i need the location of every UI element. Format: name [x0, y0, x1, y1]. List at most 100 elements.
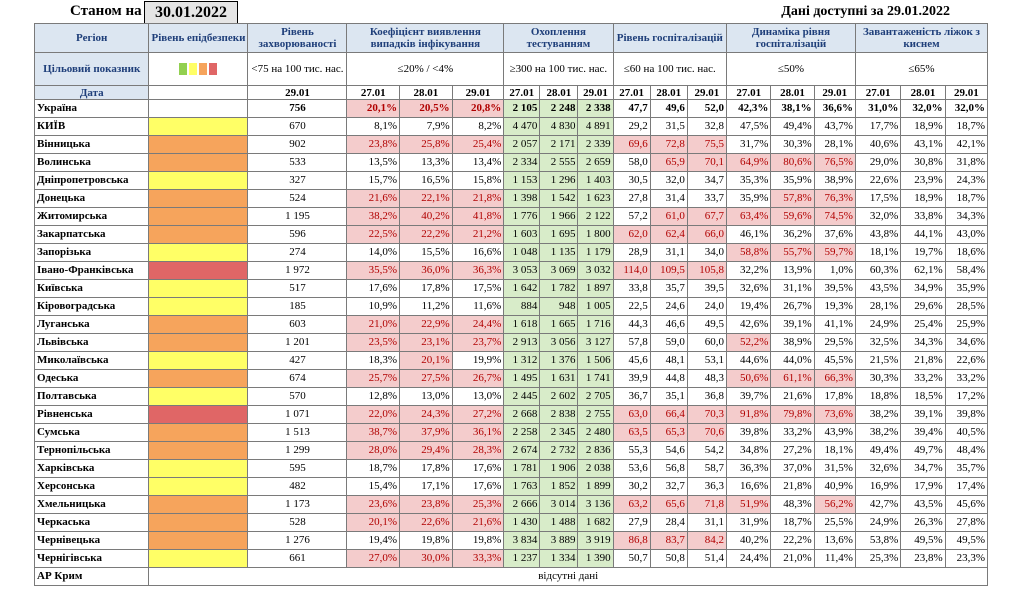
positivity-value: 23,8%	[346, 135, 401, 154]
incidence-value: 570	[247, 387, 348, 406]
hospitalization-value: 59,0	[649, 333, 688, 352]
hosp-dynamics-value: 41,1%	[813, 315, 856, 334]
positivity-value: 11,2%	[399, 297, 453, 316]
hospitalization-value: 36,3	[686, 477, 728, 496]
hosp-dynamics-value: 45,5%	[813, 351, 856, 370]
hospitalization-value: 66,4	[649, 405, 688, 424]
target-hosp-dynamics: ≤50%	[726, 52, 856, 86]
epid-level-cell	[148, 477, 249, 496]
testing-value: 1 376	[539, 351, 579, 370]
oxygen-beds-value: 27,8%	[944, 513, 989, 532]
oxygen-beds-value: 58,4%	[944, 261, 989, 280]
positivity-value: 41,8%	[451, 207, 505, 226]
positivity-value: 26,7%	[451, 369, 505, 388]
oxygen-beds-value: 34,9%	[900, 279, 946, 298]
oxygen-beds-value: 34,3%	[900, 333, 946, 352]
testing-value: 3 053	[503, 261, 541, 280]
epid-level-cell	[148, 315, 249, 334]
region-name: Закарпатська	[33, 225, 150, 244]
table-row: Тернопільська 1 299 28,0% 29,4% 28,3% 2 674 2 …	[33, 441, 989, 460]
positivity-value: 16,5%	[399, 171, 453, 190]
positivity-value: 27,0%	[346, 549, 401, 568]
hospitalization-value: 36,7	[612, 387, 651, 406]
positivity-value: 11,6%	[451, 297, 505, 316]
hospitalization-value: 31,5	[649, 117, 688, 136]
epid-level-cell	[148, 243, 249, 262]
date-header: 28.01	[900, 85, 946, 100]
hosp-dynamics-value: 30,3%	[770, 135, 815, 154]
epid-level-cell	[148, 351, 249, 370]
hosp-dynamics-value: 18,1%	[813, 441, 856, 460]
positivity-value: 27,2%	[451, 405, 505, 424]
oxygen-beds-value: 21,5%	[854, 351, 902, 370]
oxygen-beds-value: 18,7%	[944, 189, 989, 208]
hosp-dynamics-value: 39,1%	[770, 315, 815, 334]
table-row: Дніпропетровська 327 15,7% 16,5% 15,8% 1 153 1…	[33, 171, 989, 190]
testing-value: 1 048	[503, 243, 541, 262]
oxygen-beds-value: 33,2%	[900, 369, 946, 388]
oxygen-beds-value: 34,7%	[900, 459, 946, 478]
date-row-label: Дата	[33, 85, 150, 100]
hospitalization-value: 53,6	[612, 459, 651, 478]
epid-level-legend	[148, 52, 249, 86]
hosp-dynamics-value: 13,6%	[813, 531, 856, 550]
oxygen-beds-value: 32,5%	[854, 333, 902, 352]
hospitalization-value: 46,6	[649, 315, 688, 334]
epid-level-cell	[148, 549, 249, 568]
positivity-value: 20,1%	[346, 99, 401, 118]
oxygen-beds-value: 18,9%	[900, 117, 946, 136]
incidence-value: 482	[247, 477, 348, 496]
as-of-label: Станом на	[70, 3, 142, 19]
testing-value: 3 069	[539, 261, 579, 280]
hosp-dynamics-value: 19,4%	[726, 297, 772, 316]
testing-value: 1 906	[539, 459, 579, 478]
oxygen-beds-value: 49,4%	[854, 441, 902, 460]
positivity-value: 23,1%	[399, 333, 453, 352]
table-row: Житомирська 1 195 38,2% 40,2% 41,8% 1 776 1 96…	[33, 207, 989, 226]
hosp-dynamics-value: 42,6%	[726, 315, 772, 334]
hospitalization-value: 65,3	[649, 423, 688, 442]
positivity-value: 22,5%	[346, 225, 401, 244]
hospitalization-value: 65,9	[649, 153, 688, 172]
hosp-dynamics-value: 38,1%	[770, 99, 815, 118]
incidence-value: 902	[247, 135, 348, 154]
oxygen-beds-value: 38,2%	[854, 423, 902, 442]
positivity-value: 20,1%	[399, 351, 453, 370]
table-row: Кіровоградська 185 10,9% 11,2% 11,6% 884 948 1 …	[33, 297, 989, 316]
incidence-value: 596	[247, 225, 348, 244]
oxygen-beds-value: 53,8%	[854, 531, 902, 550]
region-name: Чернігівська	[33, 549, 150, 568]
col-header-region: Регіон	[33, 23, 150, 53]
oxygen-beds-value: 18,1%	[854, 243, 902, 262]
positivity-value: 22,9%	[399, 315, 453, 334]
epid-level-cell	[148, 297, 249, 316]
incidence-value: 1 195	[247, 207, 348, 226]
date-header: 27.01	[503, 85, 541, 100]
testing-value: 1 642	[503, 279, 541, 298]
positivity-value: 19,9%	[451, 351, 505, 370]
table-row: Україна 756 20,1% 20,5% 20,8% 2 105 2 248 2 338…	[33, 99, 989, 118]
oxygen-beds-value: 18,9%	[900, 189, 946, 208]
hosp-dynamics-value: 42,3%	[726, 99, 772, 118]
hospitalization-value: 75,5	[686, 135, 728, 154]
hospitalization-value: 70,6	[686, 423, 728, 442]
positivity-value: 25,8%	[399, 135, 453, 154]
positivity-value: 36,1%	[451, 423, 505, 442]
oxygen-beds-value: 18,6%	[944, 243, 989, 262]
incidence-value: 1 276	[247, 531, 348, 550]
oxygen-beds-value: 32,0%	[944, 99, 989, 118]
hospitalization-value: 50,7	[612, 549, 651, 568]
oxygen-beds-value: 60,3%	[854, 261, 902, 280]
positivity-value: 22,0%	[346, 405, 401, 424]
hospitalization-value: 39,5	[686, 279, 728, 298]
oxygen-beds-value: 28,5%	[944, 297, 989, 316]
hosp-dynamics-value: 66,3%	[813, 369, 856, 388]
date-header: 28.01	[539, 85, 579, 100]
date-header: 27.01	[346, 85, 401, 100]
oxygen-beds-value: 38,2%	[854, 405, 902, 424]
oxygen-beds-value: 40,6%	[854, 135, 902, 154]
target-incidence: <75 на 100 тис. нас.	[247, 52, 348, 86]
hospitalization-value: 69,6	[612, 135, 651, 154]
testing-value: 2 602	[539, 387, 579, 406]
hospitalization-value: 58,7	[686, 459, 728, 478]
